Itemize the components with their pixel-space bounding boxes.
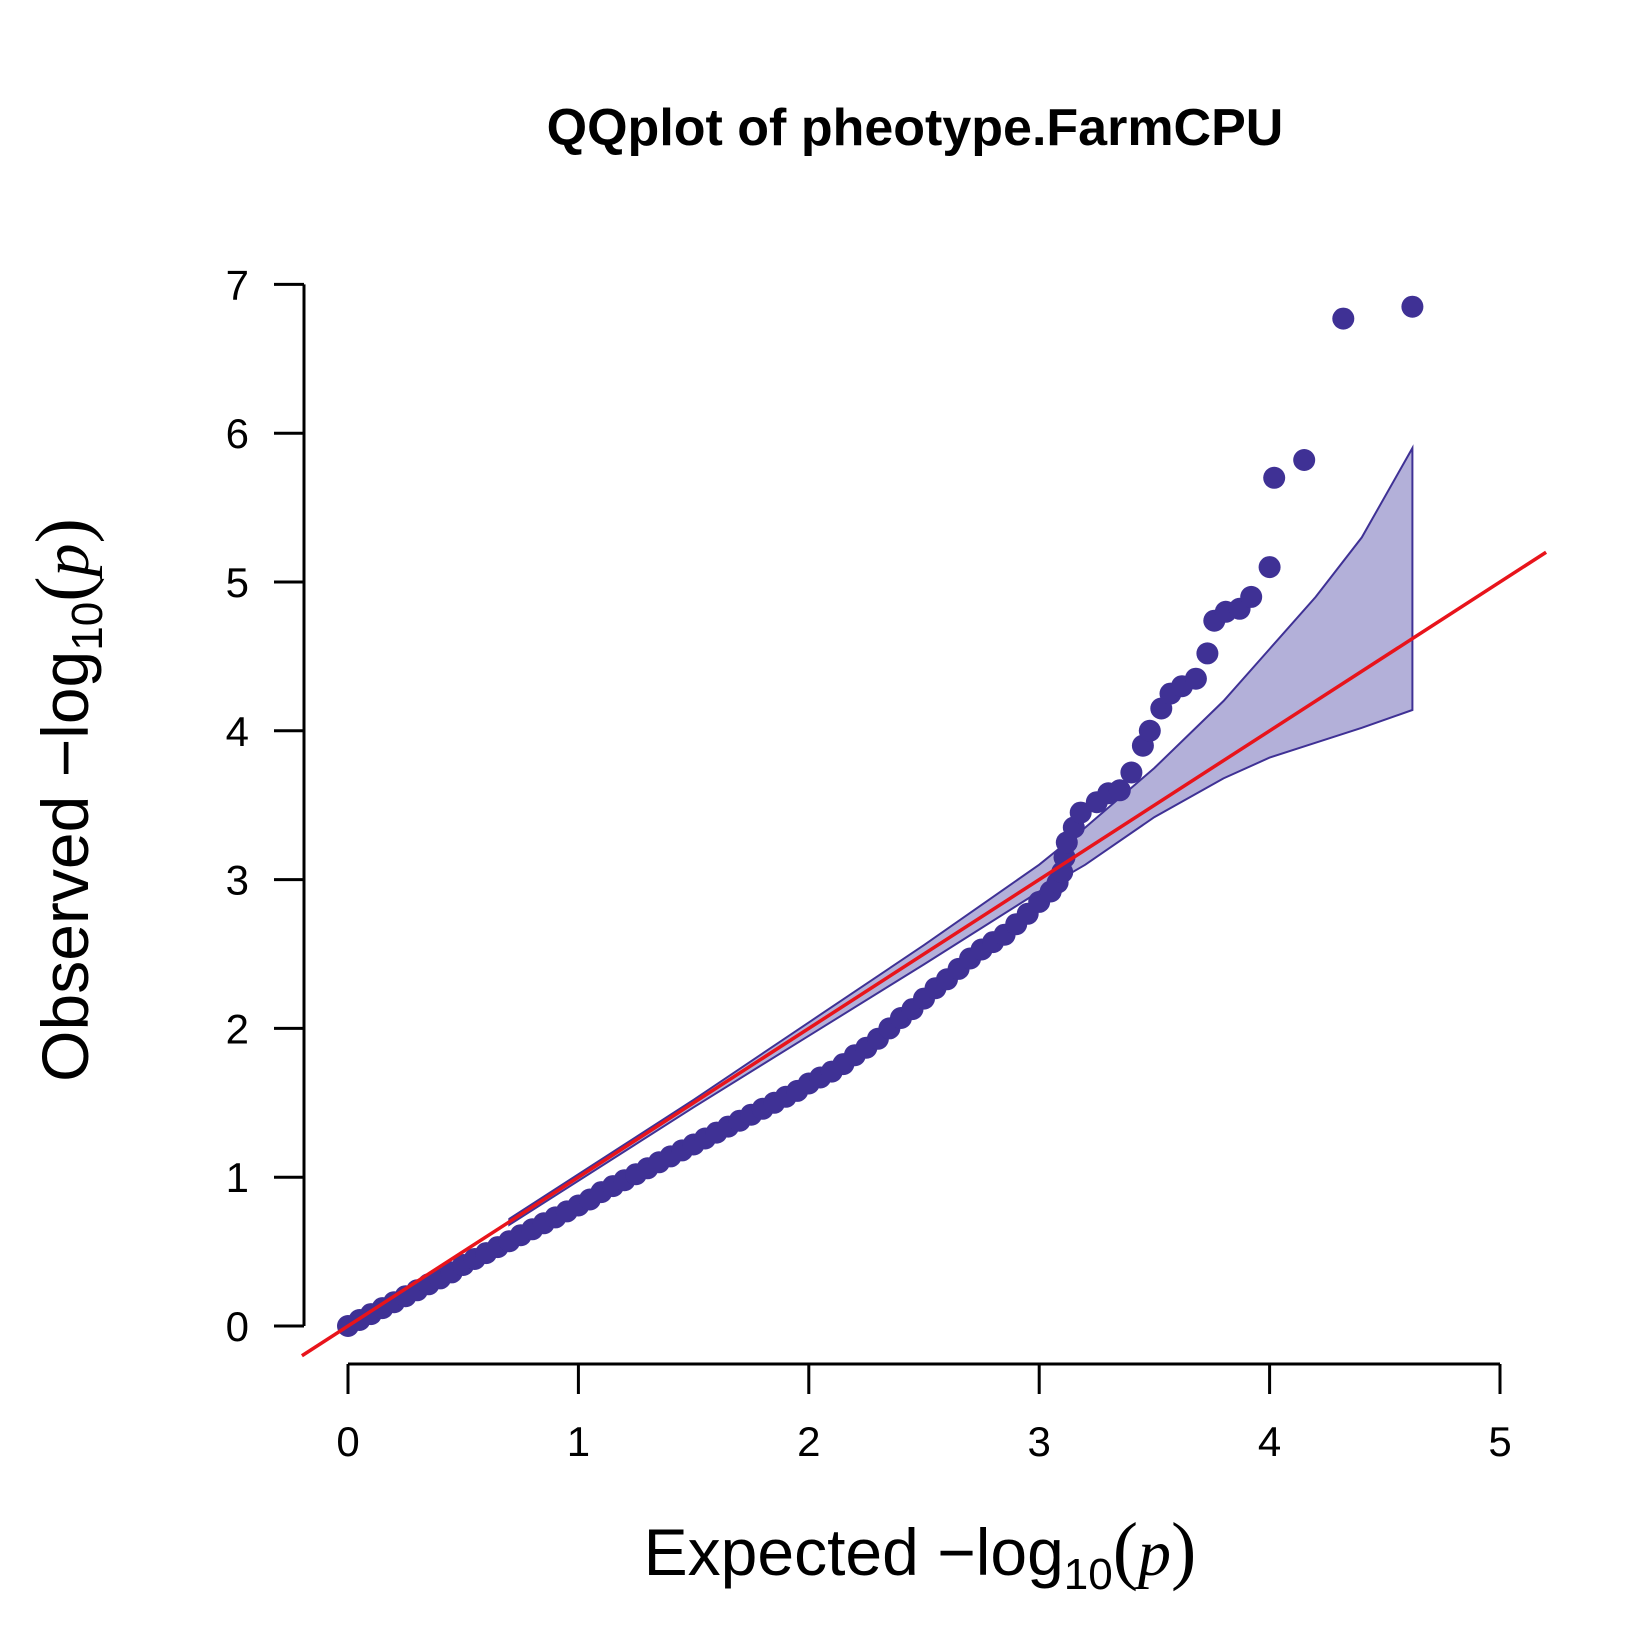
y-axis-title-subscript: 10 <box>63 602 112 651</box>
x-axis-title-paren-open: ( <box>1113 1508 1138 1592</box>
y-tick-label: 7 <box>226 261 249 308</box>
x-axis-title-subscript: 10 <box>1064 1550 1113 1599</box>
y-axis-title-var: p <box>30 543 103 580</box>
data-point <box>1120 761 1143 784</box>
x-tick-label: 4 <box>1258 1418 1281 1465</box>
y-axis-title: Observed −log10(p) <box>21 518 112 1082</box>
chart-title: QQplot of pheotype.FarmCPU <box>547 99 1284 157</box>
data-point <box>1184 667 1207 690</box>
data-point <box>1332 307 1355 330</box>
data-point <box>1138 719 1161 742</box>
data-point <box>1196 642 1219 665</box>
data-point <box>1263 466 1286 489</box>
confidence-band <box>508 444 1414 1227</box>
data-point <box>1108 779 1131 802</box>
y-tick-label: 0 <box>226 1303 249 1350</box>
x-axis-title-paren-close: ) <box>1171 1508 1196 1592</box>
y-axis-title-paren-close: ) <box>21 518 105 543</box>
x-tick-label: 3 <box>1028 1418 1051 1465</box>
x-axis-title-prefix: Expected −log <box>644 1515 1064 1589</box>
x-axis-ticks: 0 1 2 3 4 5 <box>336 1364 1512 1465</box>
y-tick-label: 6 <box>226 410 249 457</box>
reference-line-layer <box>300 550 1548 1358</box>
points-layer <box>337 295 1424 1337</box>
x-axis-title: Expected −log10(p) <box>644 1508 1197 1599</box>
x-tick-label: 2 <box>797 1418 820 1465</box>
data-point <box>1258 556 1281 579</box>
x-tick-label: 5 <box>1488 1418 1511 1465</box>
x-tick-label: 1 <box>567 1418 590 1465</box>
y-tick-label: 2 <box>226 1005 249 1052</box>
y-axis-ticks: 0 1 2 3 4 5 6 7 <box>226 261 304 1350</box>
y-tick-label: 3 <box>226 857 249 904</box>
x-axis-title-var: p <box>1134 1517 1171 1590</box>
y-axis-title-prefix: Observed −log <box>28 651 102 1082</box>
data-point <box>1240 585 1263 608</box>
axes <box>302 284 1500 1366</box>
data-point <box>1401 295 1424 318</box>
data-point <box>1069 801 1092 824</box>
confidence-band-layer <box>508 444 1414 1227</box>
y-tick-label: 4 <box>226 708 249 755</box>
y-tick-label: 1 <box>226 1154 249 1201</box>
x-tick-label: 0 <box>336 1418 359 1465</box>
y-tick-label: 5 <box>226 559 249 606</box>
reference-line <box>300 550 1548 1358</box>
data-point <box>1293 449 1316 471</box>
y-axis-title-paren-open: ( <box>21 576 105 601</box>
